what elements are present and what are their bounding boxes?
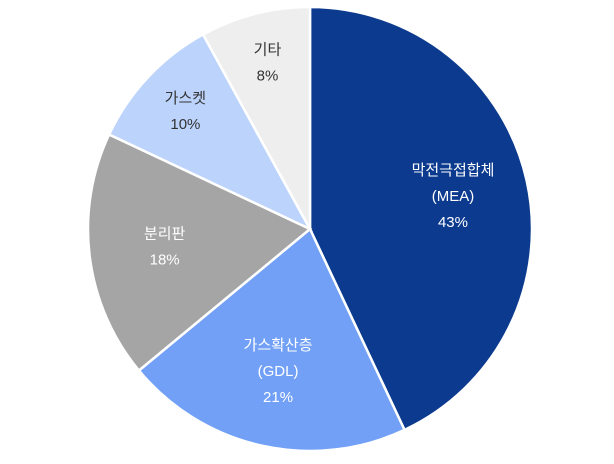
pie-slice [308,5,534,432]
slice-note: (MEA) [432,188,475,205]
slice-label: 막전극접합체 [412,162,495,179]
slice-label: 기타 [254,41,282,58]
pie-slice [107,32,313,232]
value-label: 18% [150,251,180,268]
slice-label: 분리판 [144,225,186,242]
pie-slice [137,227,407,453]
slice-label: 가스켓 [165,90,206,107]
value-label: 21% [263,389,293,406]
value-label: 10% [170,116,200,133]
value-label: 8% [257,67,279,84]
slice-label: 가스확산층 [244,337,313,354]
value-label: 43% [438,214,468,231]
pie-slice [86,132,313,373]
pie-slice [201,5,312,230]
slice-note: (GDL) [258,363,299,380]
